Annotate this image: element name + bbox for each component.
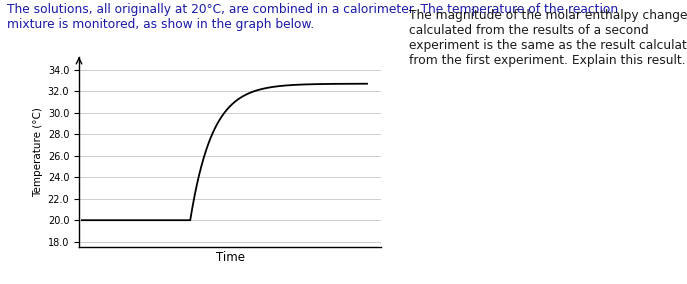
Y-axis label: Temperature (°C): Temperature (°C) — [34, 107, 43, 197]
Text: The magnitude of the molar enthalpy change
calculated from the results of a seco: The magnitude of the molar enthalpy chan… — [409, 9, 687, 66]
X-axis label: Time: Time — [216, 251, 245, 264]
Text: The solutions, all originally at 20°C, are combined in a calorimeter. The temper: The solutions, all originally at 20°C, a… — [7, 3, 618, 31]
